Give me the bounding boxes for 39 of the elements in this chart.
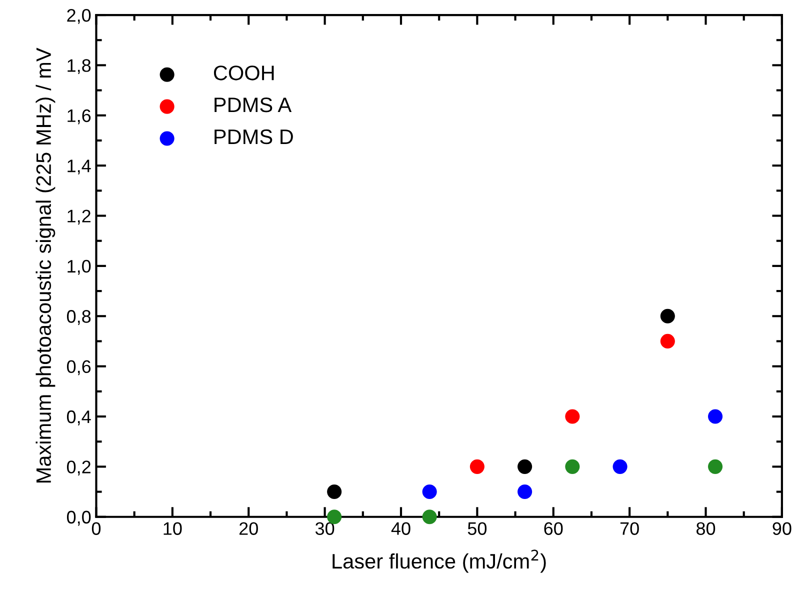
x-tick-label: 60 [544,522,563,535]
point [518,459,532,474]
legend-label: COOH [214,66,274,80]
x-tick-label: 20 [239,522,258,535]
point [660,334,675,348]
y-tick-label: 0,8 [66,310,91,325]
point [612,459,628,474]
x-tick-label: 0 [92,522,101,535]
point [470,459,484,474]
x-tick-label: 30 [315,522,334,535]
x-tick-label: 70 [620,522,639,535]
point [327,484,342,500]
y-tick-label: 1,0 [68,260,91,275]
point [565,459,580,474]
point [422,510,437,524]
y-tick-label: 0,2 [66,460,90,476]
x-tick-label: 50 [468,522,487,535]
point [422,484,437,500]
legend-label: PDMS A [214,97,292,112]
y-tick-label: 0,6 [66,360,91,376]
x-tick-label: 40 [391,522,410,535]
point [708,409,723,424]
y-tick-label: 2,0 [67,8,91,24]
y-tick-label: 0,4 [66,410,91,426]
y-tick-label: 0,0 [66,510,91,526]
point [708,459,723,474]
point [518,484,532,500]
y-tick-label: 1,4 [68,160,91,174]
y-tick-label: 1,8 [68,59,91,74]
x-tick-label: 80 [696,522,716,535]
x-tick-label: 90 [772,522,792,535]
y-axis-title: Maximum photoacoustic signal (225 MHz) / mV [36,48,56,482]
y-tick-label: 1,6 [68,109,91,124]
x-axis-title: Laser fluence (mJ/cm$^{2}$) [332,550,546,573]
legend-label: PDMS D [214,129,293,144]
y-tick-label: 1,2 [68,210,90,225]
point [565,409,580,424]
point [660,308,675,324]
x-tick-label: 10 [164,522,182,535]
